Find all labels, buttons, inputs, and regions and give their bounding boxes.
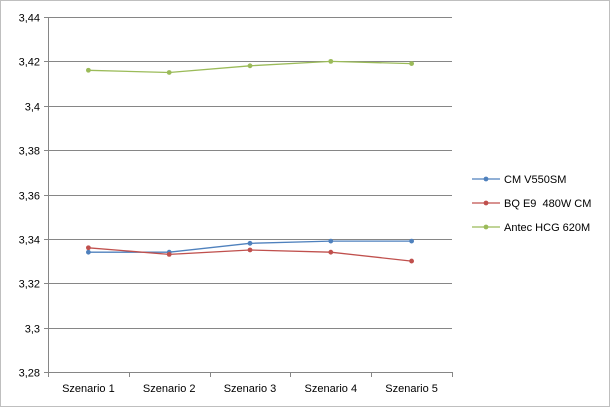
data-point	[247, 240, 253, 246]
legend-marker	[483, 176, 489, 182]
x-tick-label: Szenario 4	[305, 383, 358, 395]
legend-label: Antec HCG 620M	[504, 222, 590, 234]
data-point	[409, 61, 414, 66]
legend-label: BQ E9 480W CM	[504, 198, 591, 210]
y-tick-label: 3,44	[19, 13, 40, 25]
y-tick-label: 3,38	[19, 146, 40, 158]
data-point	[409, 238, 414, 244]
data-point	[247, 63, 253, 69]
y-tick-label: 3,3	[25, 324, 40, 336]
series-group	[86, 58, 414, 264]
legend-marker	[483, 200, 489, 206]
data-point	[328, 249, 334, 255]
data-point	[409, 258, 414, 264]
data-point	[166, 70, 172, 75]
legend-label: CM V550SM	[504, 174, 566, 186]
data-point	[86, 245, 91, 251]
axes	[44, 17, 453, 377]
data-point	[86, 249, 91, 255]
legend: CM V550SM BQ E9 480W CM Antec HCG 620M	[472, 174, 591, 234]
data-point	[166, 252, 172, 257]
y-tick-label: 3,42	[19, 57, 40, 69]
x-tick-label: Szenario 3	[224, 383, 277, 395]
legend-marker	[483, 224, 489, 230]
x-axis-tick-labels: Szenario 1 Szenario 2 Szenario 3 Szenario 4…	[62, 383, 438, 395]
data-point	[328, 58, 334, 64]
y-tick-label: 3,28	[19, 368, 40, 380]
y-tick-label: 3,32	[19, 279, 40, 291]
data-point	[247, 247, 253, 253]
data-point	[328, 238, 334, 244]
x-tick-label: Szenario 1	[62, 383, 115, 395]
y-tick-label: 3,4	[25, 102, 40, 114]
y-tick-label: 3,34	[19, 235, 40, 247]
y-tick-label: 3,36	[19, 191, 40, 203]
x-tick-label: Szenario 2	[143, 383, 196, 395]
y-axis-tick-labels: 3,28 3,3 3,32 3,34 3,36 3,38 3,4 3,42 3,44	[19, 13, 40, 380]
x-tick-label: Szenario 5	[385, 383, 438, 395]
data-point	[86, 67, 91, 73]
